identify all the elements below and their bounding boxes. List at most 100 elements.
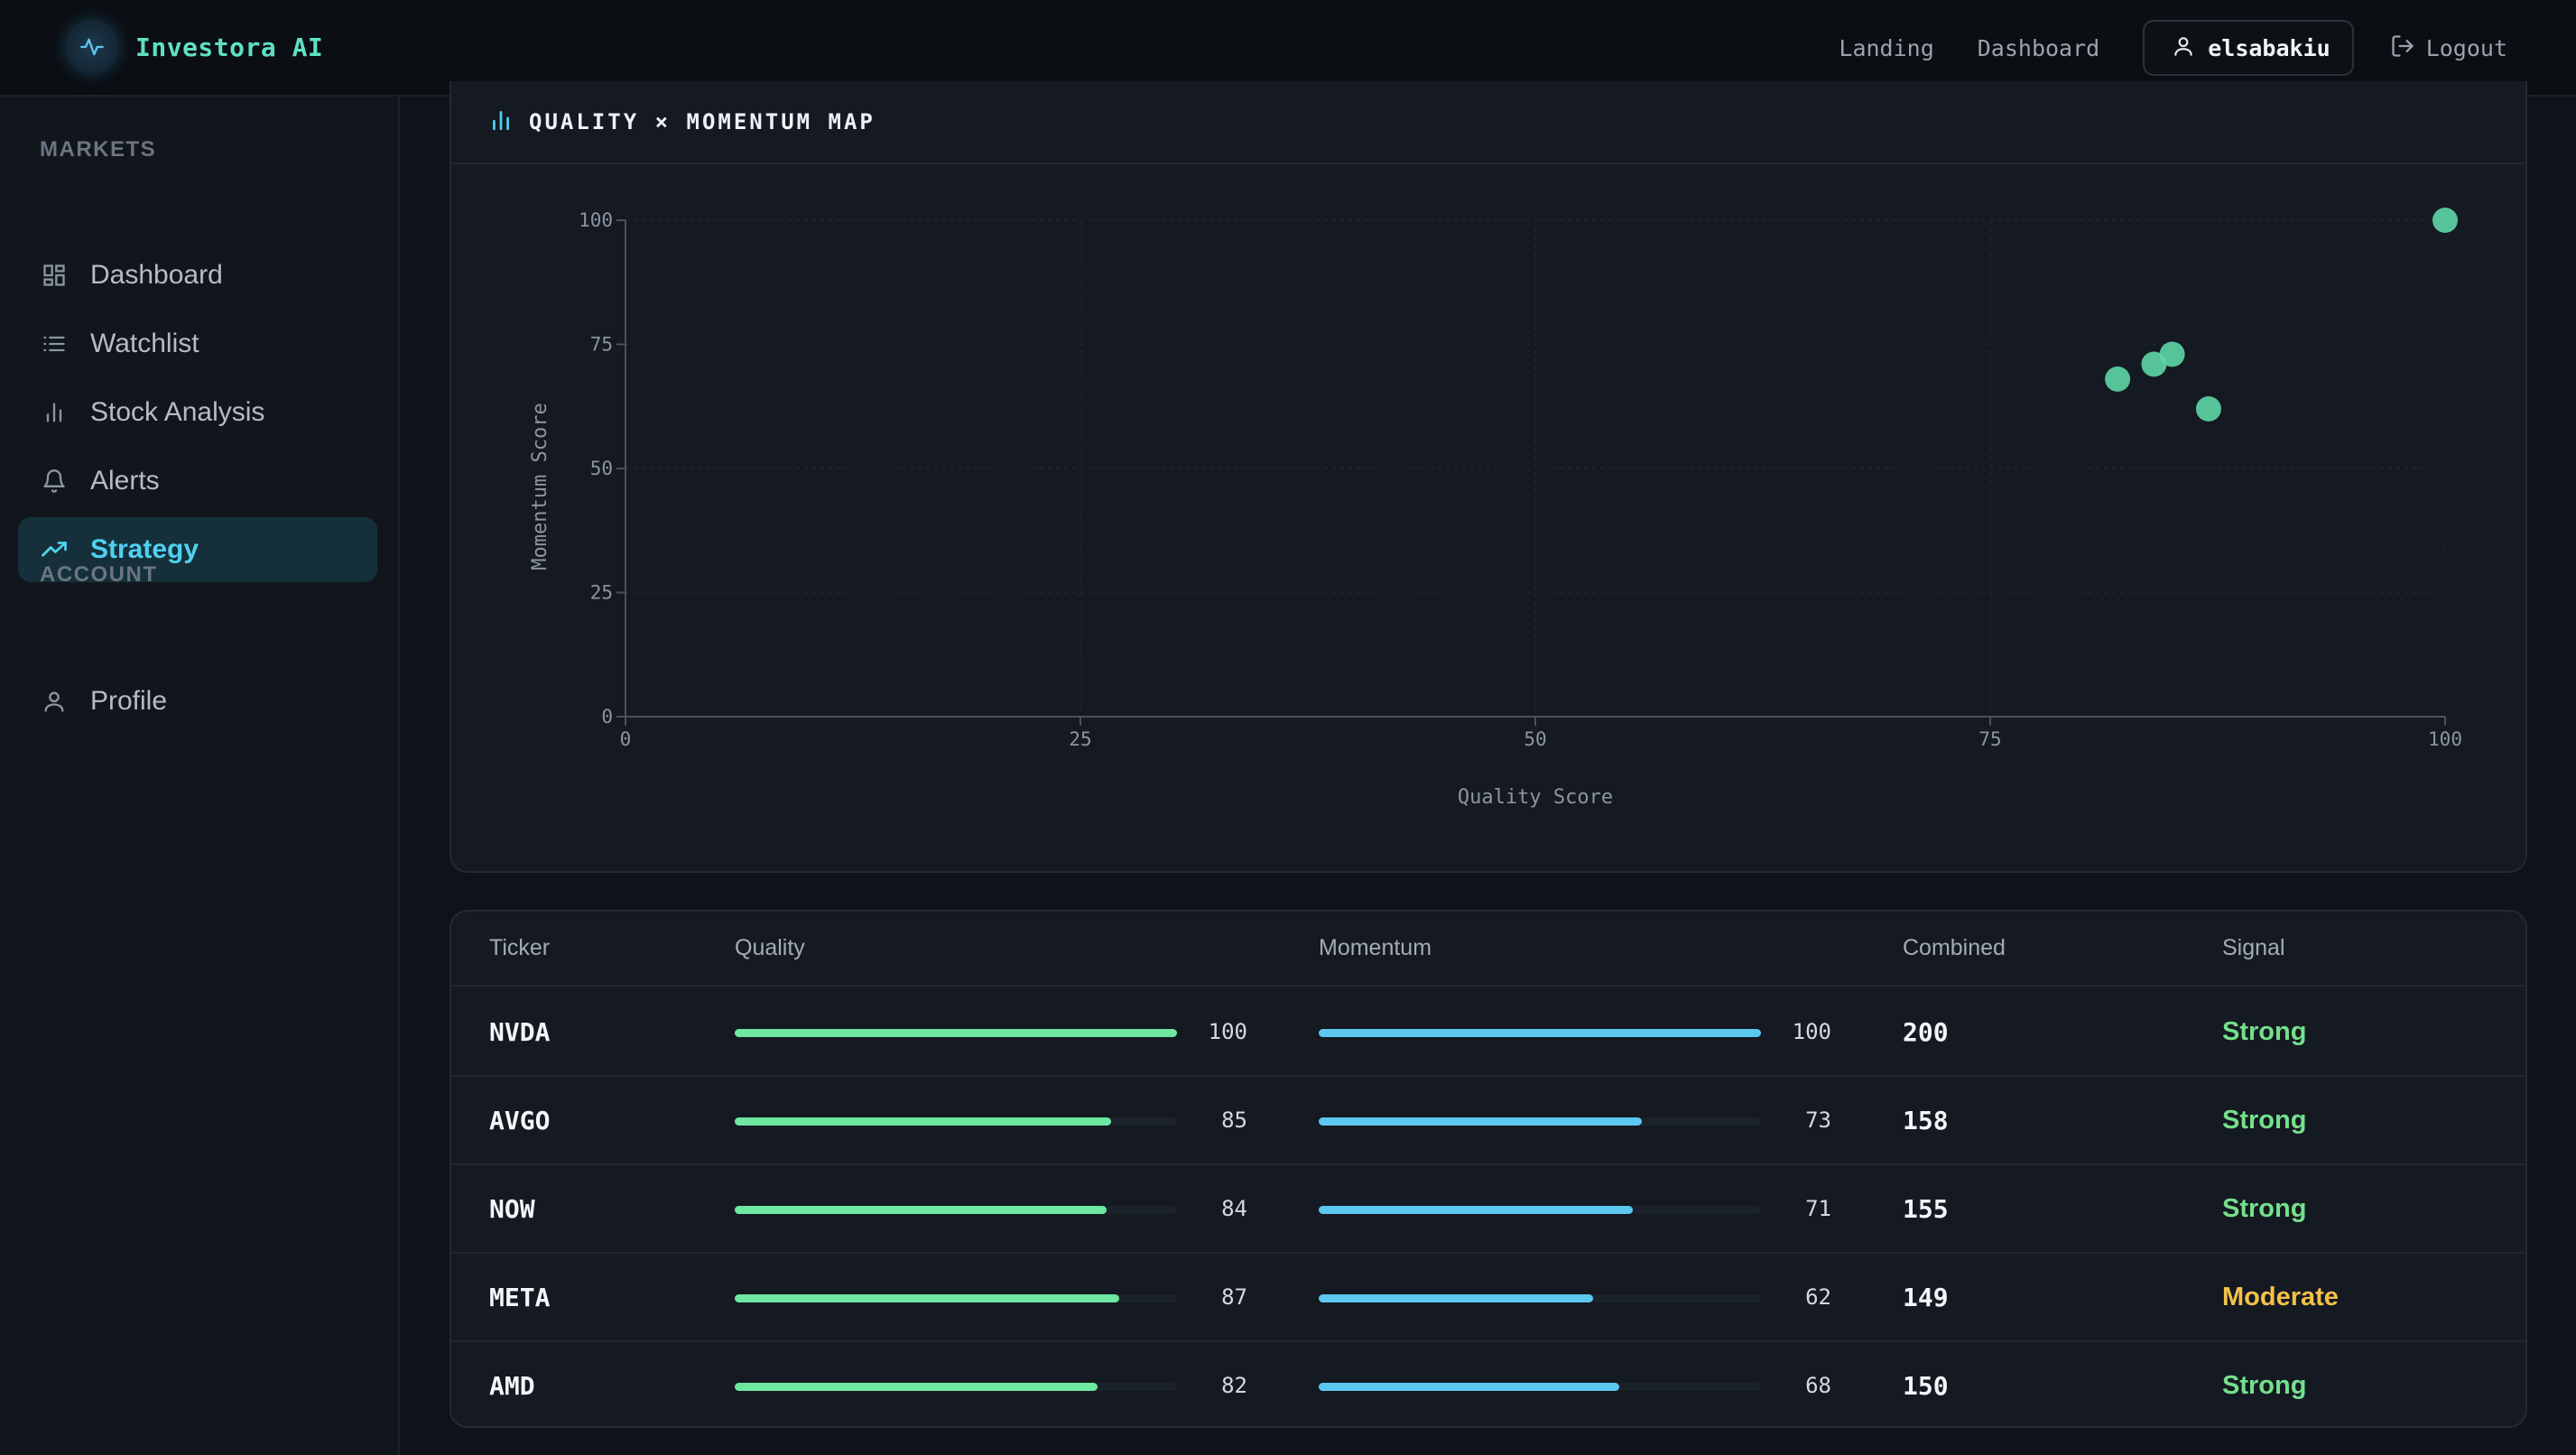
- username: elsabakiu: [2208, 34, 2330, 61]
- scatter-point: [2141, 351, 2167, 377]
- x-tick-label: 50: [1524, 728, 1546, 750]
- table-row[interactable]: NOW 84 71 155 Strong: [451, 1165, 2525, 1254]
- brand[interactable]: Investora AI: [65, 20, 323, 74]
- signal-badge: Moderate: [2222, 1283, 2339, 1311]
- brand-name: Investora AI: [135, 32, 324, 62]
- sidebar-item-strategy[interactable]: Strategy: [18, 517, 377, 582]
- momentum-bar: [1319, 1383, 1761, 1391]
- quality-bar: [735, 1206, 1177, 1214]
- column-header-momentum[interactable]: Momentum: [1319, 935, 1432, 960]
- logout-label: Logout: [2425, 34, 2507, 61]
- combined-score: 158: [1903, 1106, 1949, 1135]
- table-row[interactable]: META 87 62 149 Moderate: [451, 1254, 2525, 1342]
- scatter-chart: 0 25 50 75 100 0 25 50 75 100 Quality Score Momentu…: [529, 208, 2462, 809]
- chart-title: QUALITY × MOMENTUM MAP: [529, 109, 876, 134]
- y-tick-label: 75: [590, 334, 613, 356]
- y-tick-label: 0: [601, 706, 613, 728]
- quality-bar-fill: [735, 1294, 1120, 1302]
- nav-link-landing[interactable]: Landing: [1839, 34, 1934, 61]
- y-tick-label: 50: [590, 458, 613, 479]
- combined-score: 149: [1903, 1283, 1949, 1312]
- sidebar-item-label: Dashboard: [90, 260, 223, 290]
- nav-link-dashboard[interactable]: Dashboard: [1977, 34, 2100, 61]
- column-header-combined[interactable]: Combined: [1903, 935, 2006, 960]
- column-header-quality[interactable]: Quality: [735, 935, 805, 960]
- y-tick-label: 100: [579, 209, 613, 231]
- quality-bar: [735, 1029, 1177, 1037]
- sidebar-item-dashboard[interactable]: Dashboard: [18, 243, 377, 308]
- top-bar: Investora AI Landing Dashboard elsabakiu…: [0, 0, 2576, 97]
- sidebar-item-profile[interactable]: Profile: [18, 669, 377, 734]
- momentum-bar-fill: [1319, 1029, 1761, 1037]
- x-tick-label: 25: [1069, 728, 1091, 750]
- sidebar-item-label: Watchlist: [90, 329, 199, 358]
- pulse-logo-icon: [65, 20, 119, 74]
- momentum-bar: [1319, 1294, 1761, 1302]
- logout-button[interactable]: Logout: [2390, 33, 2507, 63]
- x-tick-label: 75: [1978, 728, 2001, 750]
- sidebar: MARKETS Dashboard Watchlist Stock Analys…: [0, 97, 400, 1455]
- momentum-bar: [1319, 1206, 1761, 1214]
- table-header: Ticker Quality Momentum Combined Signal: [451, 912, 2525, 987]
- momentum-value: 73: [1805, 1107, 1831, 1133]
- y-axis-label: Momentum Score: [529, 403, 551, 570]
- sidebar-item-label: Profile: [90, 686, 168, 716]
- sidebar-item-label: Strategy: [90, 534, 199, 564]
- column-header-signal[interactable]: Signal: [2222, 935, 2285, 960]
- column-header-ticker[interactable]: Ticker: [489, 935, 551, 960]
- signal-badge: Strong: [2222, 1017, 2307, 1046]
- chart-header: QUALITY × MOMENTUM MAP: [451, 81, 2525, 164]
- strategy-table: Ticker Quality Momentum Combined Signal …: [449, 910, 2527, 1428]
- scatter-point: [2195, 396, 2221, 422]
- momentum-value: 62: [1805, 1284, 1831, 1310]
- sidebar-item-label: Stock Analysis: [90, 397, 265, 427]
- signal-badge: Strong: [2222, 1194, 2307, 1223]
- quality-bar-fill: [735, 1206, 1107, 1214]
- sidebar-item-watchlist[interactable]: Watchlist: [18, 311, 377, 376]
- sidebar-item-alerts[interactable]: Alerts: [18, 449, 377, 514]
- signal-badge: Strong: [2222, 1371, 2307, 1400]
- quality-bar-fill: [735, 1029, 1177, 1037]
- ticker-cell: NVDA: [489, 1017, 551, 1047]
- trending-up-icon: [40, 535, 69, 564]
- quality-value: 85: [1221, 1107, 1247, 1133]
- list-icon: [40, 329, 69, 358]
- momentum-bar-fill: [1319, 1117, 1642, 1126]
- quality-momentum-card: 0 25 50 75 100 0 25 50 75 100 Quality Score Momentu…: [449, 81, 2527, 873]
- momentum-value: 100: [1792, 1019, 1831, 1044]
- momentum-bar-fill: [1319, 1383, 1620, 1391]
- ticker-cell: AMD: [489, 1371, 535, 1401]
- table-row[interactable]: AMD 82 68 150 Strong: [451, 1342, 2525, 1426]
- section-label-markets: MARKETS: [40, 137, 157, 162]
- quality-bar: [735, 1383, 1177, 1391]
- table-row[interactable]: NVDA 100 100 200 Strong: [451, 988, 2525, 1077]
- section-label-account: ACCOUNT: [40, 562, 158, 587]
- quality-bar-fill: [735, 1383, 1098, 1391]
- x-tick-label: 0: [620, 728, 632, 750]
- momentum-bar-fill: [1319, 1294, 1593, 1302]
- user-menu-button[interactable]: elsabakiu: [2143, 20, 2354, 76]
- table-row[interactable]: AVGO 85 73 158 Strong: [451, 1077, 2525, 1165]
- bar-chart-icon: [40, 398, 69, 427]
- x-axis-label: Quality Score: [1458, 786, 1613, 809]
- quality-bar-fill: [735, 1117, 1111, 1126]
- dashboard-grid-icon: [40, 261, 69, 290]
- quality-bar: [735, 1117, 1177, 1126]
- momentum-value: 71: [1805, 1196, 1831, 1221]
- scatter-point: [2105, 366, 2131, 392]
- momentum-bar: [1319, 1117, 1761, 1126]
- sidebar-item-stock-analysis[interactable]: Stock Analysis: [18, 380, 377, 445]
- ticker-cell: AVGO: [489, 1106, 551, 1135]
- user-icon: [2172, 34, 2195, 62]
- momentum-value: 68: [1805, 1373, 1831, 1398]
- ticker-cell: META: [489, 1283, 551, 1312]
- quality-value: 84: [1221, 1196, 1247, 1221]
- bell-icon: [40, 467, 69, 496]
- momentum-bar: [1319, 1029, 1761, 1037]
- quality-value: 82: [1221, 1373, 1247, 1398]
- x-tick-label: 100: [2428, 728, 2462, 750]
- top-nav: Landing Dashboard elsabakiu Logout: [1839, 20, 2507, 76]
- y-tick-label: 25: [590, 582, 613, 604]
- bar-chart-icon: [489, 108, 513, 136]
- ticker-cell: NOW: [489, 1194, 535, 1224]
